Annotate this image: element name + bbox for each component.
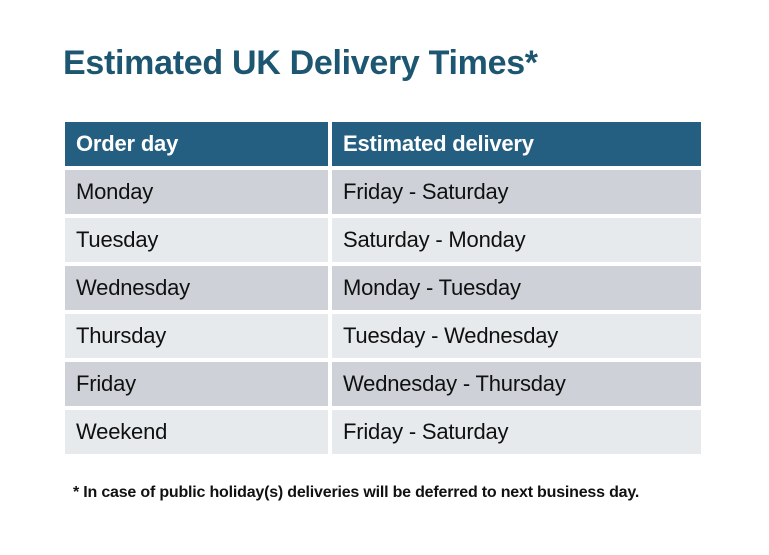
cell-estimated-delivery: Monday - Tuesday (332, 266, 701, 310)
cell-order-day: Friday (65, 362, 328, 406)
cell-estimated-delivery: Saturday - Monday (332, 218, 701, 262)
cell-order-day: Monday (65, 170, 328, 214)
cell-order-day: Thursday (65, 314, 328, 358)
delivery-table: Order day Estimated delivery Monday Frid… (65, 122, 701, 454)
header-cell-order-day: Order day (65, 122, 328, 166)
cell-order-day: Tuesday (65, 218, 328, 262)
page-title: Estimated UK Delivery Times* (63, 44, 538, 82)
cell-order-day: Wednesday (65, 266, 328, 310)
cell-order-day: Weekend (65, 410, 328, 454)
cell-estimated-delivery: Friday - Saturday (332, 170, 701, 214)
header-cell-estimated-delivery: Estimated delivery (332, 122, 701, 166)
cell-estimated-delivery: Friday - Saturday (332, 410, 701, 454)
cell-estimated-delivery: Wednesday - Thursday (332, 362, 701, 406)
footnote: * In case of public holiday(s) deliverie… (73, 484, 640, 501)
cell-estimated-delivery: Tuesday - Wednesday (332, 314, 701, 358)
